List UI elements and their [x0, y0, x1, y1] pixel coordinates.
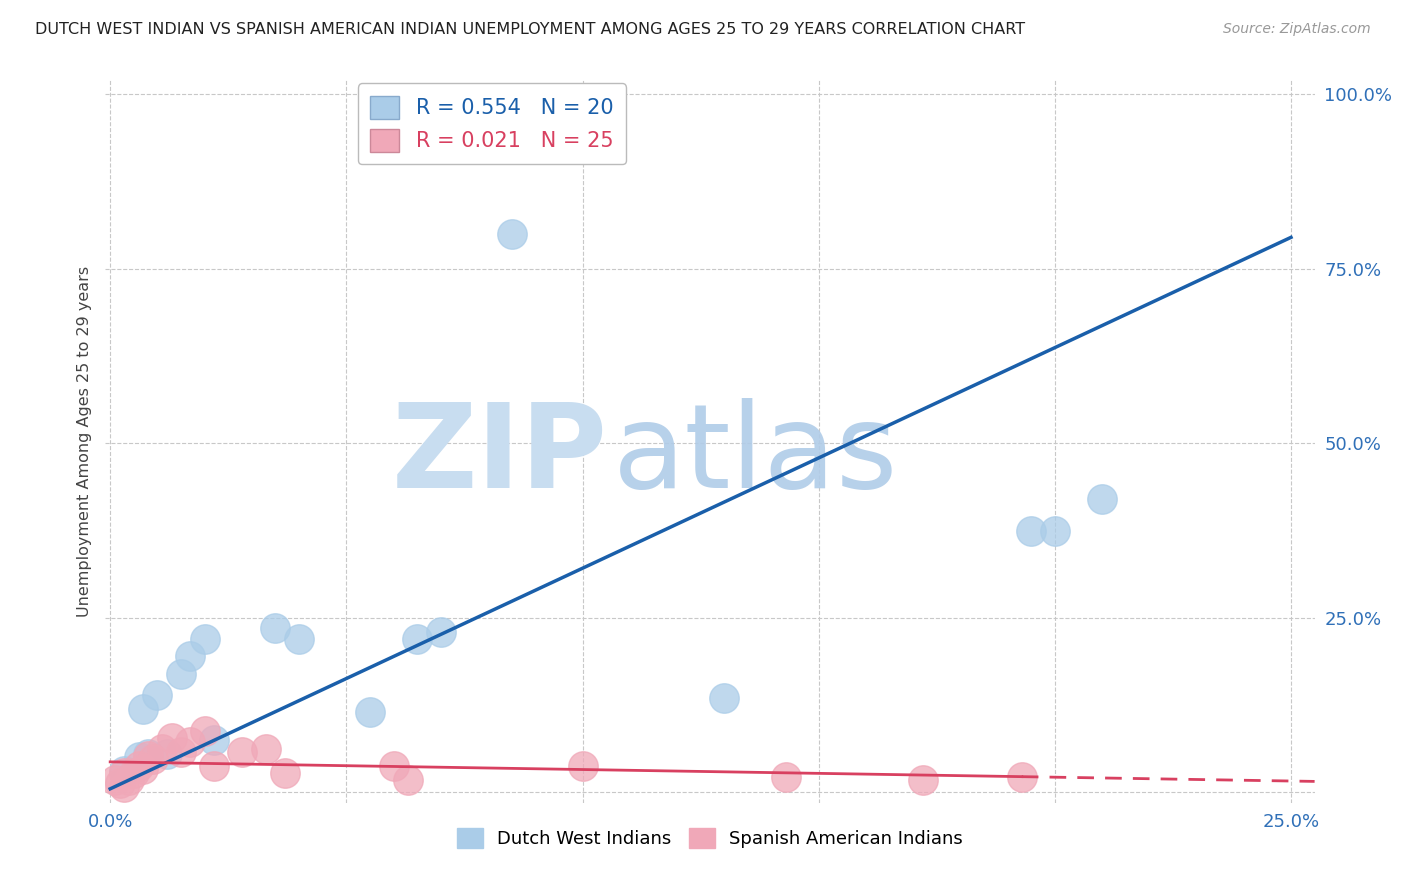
Point [382, 759, 405, 773]
Point [396, 772, 419, 787]
Point [406, 632, 429, 646]
Point [170, 666, 193, 681]
Point [264, 621, 287, 635]
Point [142, 752, 165, 766]
Point [571, 759, 593, 773]
Point [136, 747, 159, 761]
Point [104, 772, 127, 787]
Point [713, 691, 735, 706]
Text: Source: ZipAtlas.com: Source: ZipAtlas.com [1223, 22, 1371, 37]
Point [136, 749, 159, 764]
Point [202, 733, 225, 747]
Point [501, 227, 523, 241]
Point [150, 742, 173, 756]
Legend: Dutch West Indians, Spanish American Indians: Dutch West Indians, Spanish American Ind… [450, 821, 970, 855]
Point [231, 745, 253, 759]
Point [132, 701, 155, 715]
Text: DUTCH WEST INDIAN VS SPANISH AMERICAN INDIAN UNEMPLOYMENT AMONG AGES 25 TO 29 YE: DUTCH WEST INDIAN VS SPANISH AMERICAN IN… [35, 22, 1025, 37]
Y-axis label: Unemployment Among Ages 25 to 29 years: Unemployment Among Ages 25 to 29 years [76, 266, 91, 617]
Point [254, 742, 277, 756]
Point [179, 735, 201, 749]
Text: atlas: atlas [613, 399, 898, 514]
Point [288, 632, 311, 646]
Point [1011, 770, 1033, 784]
Point [1019, 524, 1042, 538]
Point [112, 764, 135, 779]
Point [112, 780, 135, 794]
Point [274, 765, 297, 780]
Point [911, 772, 934, 787]
Point [194, 723, 217, 738]
Point [118, 772, 141, 787]
Point [202, 759, 225, 773]
Point [194, 632, 217, 646]
Point [108, 776, 131, 790]
Point [122, 765, 145, 780]
Point [179, 649, 201, 664]
Point [160, 731, 183, 745]
Point [156, 747, 179, 761]
Point [146, 688, 169, 702]
Text: ZIP: ZIP [391, 399, 607, 514]
Point [132, 762, 155, 776]
Point [128, 759, 150, 773]
Point [1043, 524, 1066, 538]
Point [1091, 492, 1114, 507]
Point [112, 765, 135, 780]
Point [170, 745, 193, 759]
Point [775, 770, 797, 784]
Point [128, 750, 150, 764]
Point [430, 624, 453, 639]
Point [359, 705, 381, 719]
